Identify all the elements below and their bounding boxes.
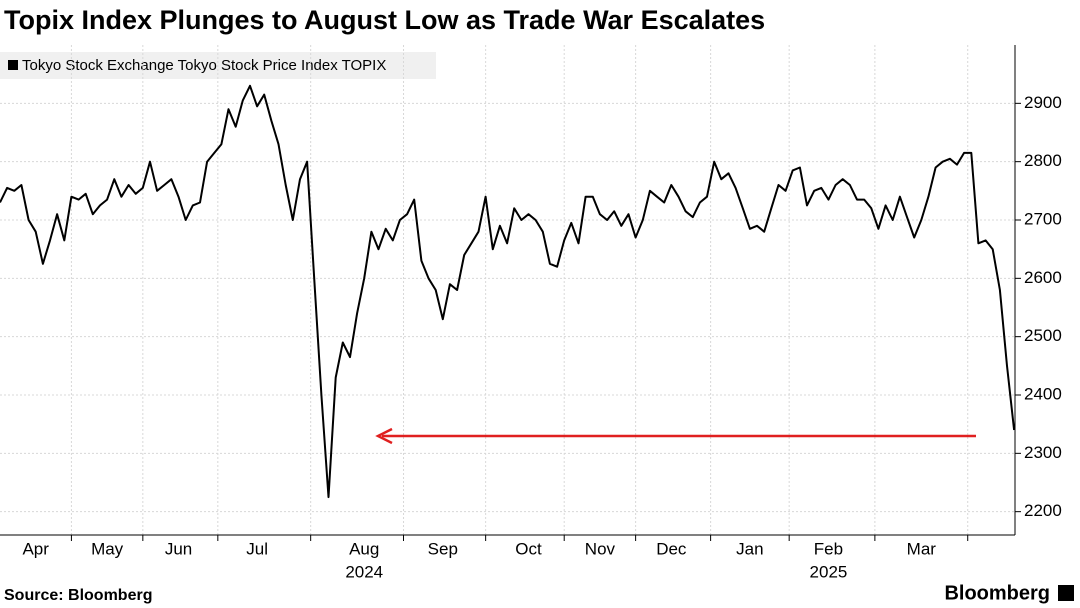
y-tick-label: 2800 [1024,151,1062,170]
year-label: 2024 [345,562,383,581]
brand-icon [1058,585,1074,601]
x-tick-label: Jan [736,539,763,558]
source: Source: Bloomberg [4,587,152,604]
y-tick-label: 2600 [1024,268,1062,287]
x-tick-label: Oct [515,539,542,558]
y-tick-label: 2200 [1024,501,1062,520]
chart-title: Topix Index Plunges to August Low as Tra… [4,5,765,35]
y-tick-label: 2500 [1024,326,1062,345]
x-tick-label: Mar [907,539,937,558]
legend-label: Tokyo Stock Exchange Tokyo Stock Price I… [22,57,386,74]
arrow-head [375,427,393,445]
y-tick-label: 2700 [1024,209,1062,228]
x-tick-label: Sep [428,539,458,558]
x-tick-label: Jun [165,539,192,558]
year-label: 2025 [810,562,848,581]
line-series [0,84,1016,499]
x-tick-label: Aug [349,539,379,558]
y-tick-label: 2300 [1024,443,1062,462]
x-tick-label: May [91,539,124,558]
legend-swatch [8,60,18,70]
plot: 2200 2300 2400 2500 2600 2700 2800 2900 Apr May Ju… [0,45,1062,581]
y-tick-label: 2400 [1024,384,1062,403]
x-tick-label: Apr [22,539,49,558]
x-tick-label: Dec [656,539,687,558]
y-tick-label: 2900 [1024,93,1062,112]
x-tick-label: Nov [585,539,616,558]
brand: Bloomberg [944,582,1050,604]
x-tick-label: Jul [246,539,268,558]
x-tick-label: Feb [814,539,843,558]
